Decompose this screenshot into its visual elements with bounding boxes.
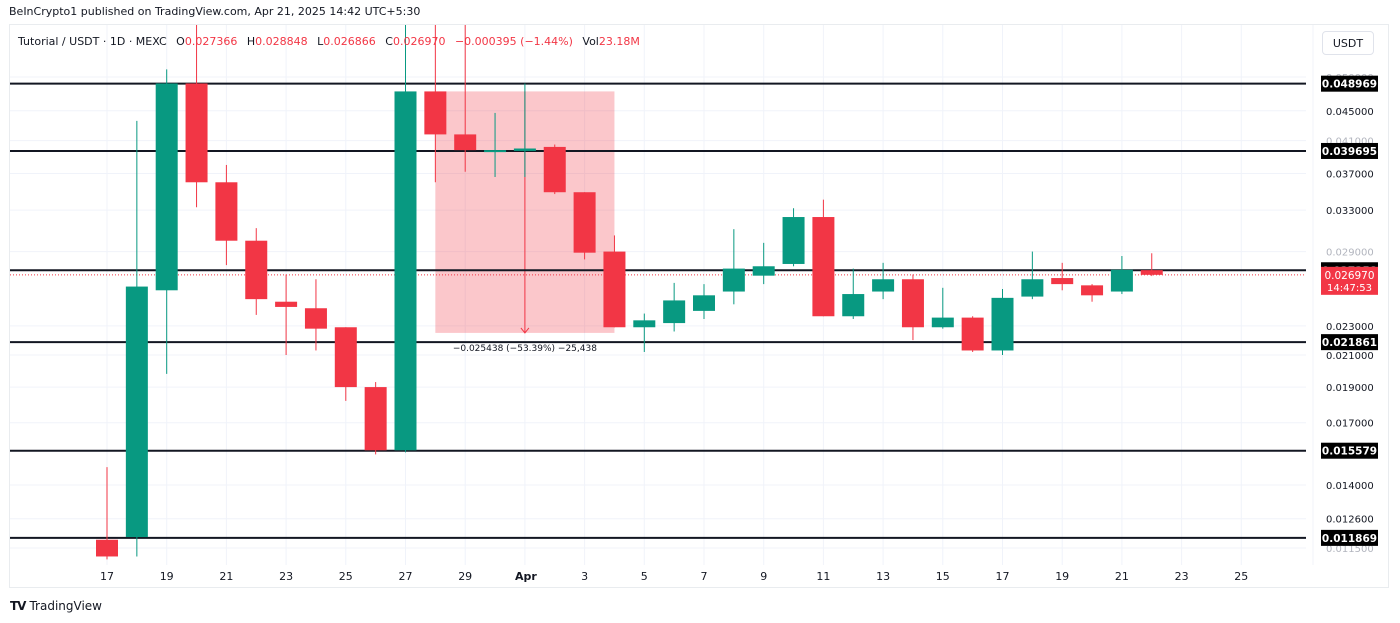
candle[interactable] bbox=[663, 282, 686, 332]
candle[interactable] bbox=[782, 208, 805, 267]
low-value: 0.026866 bbox=[323, 35, 376, 48]
candle[interactable] bbox=[603, 235, 626, 328]
x-axis-tick: 11 bbox=[816, 570, 830, 583]
x-axis-tick: 5 bbox=[641, 570, 648, 583]
candle[interactable] bbox=[573, 192, 596, 260]
x-axis-tick: 21 bbox=[1115, 570, 1129, 583]
y-axis-tick: 0.023000 bbox=[1326, 322, 1374, 333]
candle[interactable] bbox=[245, 228, 268, 315]
x-axis-tick: 17 bbox=[996, 570, 1010, 583]
candle[interactable] bbox=[364, 382, 387, 455]
svg-text:0.015579: 0.015579 bbox=[1322, 446, 1377, 458]
candle[interactable] bbox=[484, 112, 507, 177]
close-value: 0.026970 bbox=[392, 35, 446, 48]
x-axis-tick: 27 bbox=[399, 570, 413, 583]
x-axis-tick: 15 bbox=[936, 570, 950, 583]
x-axis-tick: 23 bbox=[279, 570, 293, 583]
candle[interactable] bbox=[215, 164, 238, 266]
candle[interactable] bbox=[275, 274, 298, 356]
high-value: 0.028848 bbox=[255, 35, 308, 48]
y-axis-tick: 0.041000 bbox=[1326, 137, 1374, 148]
y-axis-tick: 0.012600 bbox=[1326, 515, 1374, 526]
candle[interactable] bbox=[693, 284, 715, 319]
candle[interactable] bbox=[752, 242, 775, 285]
y-axis-tick: 0.021000 bbox=[1326, 351, 1374, 362]
candle[interactable] bbox=[812, 199, 835, 317]
volume-value: 23.18M bbox=[598, 35, 640, 48]
x-axis-tick: 21 bbox=[219, 570, 233, 583]
candle[interactable] bbox=[155, 69, 178, 374]
candle[interactable] bbox=[1051, 262, 1074, 291]
y-axis-tick: 0.014000 bbox=[1326, 481, 1374, 492]
x-axis-tick: 19 bbox=[1055, 570, 1069, 583]
x-axis-tick: 3 bbox=[581, 570, 588, 583]
candle[interactable] bbox=[633, 313, 656, 352]
level-price-tag bbox=[1321, 142, 1378, 159]
y-axis-tick: 0.045000 bbox=[1326, 107, 1374, 118]
x-axis-tick: 7 bbox=[701, 570, 708, 583]
candle[interactable] bbox=[185, 19, 208, 208]
candle[interactable] bbox=[543, 144, 566, 195]
level-price-tag bbox=[1321, 75, 1378, 92]
x-axis-tick: 19 bbox=[160, 570, 174, 583]
chart-frame bbox=[9, 24, 1389, 588]
tradingview-logo-icon: TV bbox=[10, 599, 27, 613]
candle[interactable] bbox=[901, 274, 924, 341]
last-price-tag bbox=[1321, 266, 1378, 295]
candle[interactable] bbox=[872, 262, 895, 300]
candle[interactable] bbox=[454, 19, 477, 172]
x-axis-tick: 13 bbox=[876, 570, 890, 583]
candle[interactable] bbox=[1081, 284, 1104, 302]
y-axis-tick: 0.037000 bbox=[1326, 169, 1374, 180]
level-price-tag bbox=[1321, 529, 1378, 546]
candle[interactable] bbox=[1140, 253, 1163, 277]
x-axis-tick: 25 bbox=[1234, 570, 1248, 583]
x-axis-tick: 9 bbox=[760, 570, 767, 583]
candle[interactable] bbox=[931, 287, 954, 329]
countdown-timer: 14:47:53 bbox=[1327, 283, 1372, 294]
arrow-down-icon bbox=[520, 327, 530, 334]
ohlc-legend: Tutorial / USDT · 1D · MEXC O0.027366 H0… bbox=[18, 35, 640, 48]
symbol-label[interactable]: Tutorial / USDT · 1D · MEXC bbox=[18, 35, 167, 48]
svg-text:0.039695: 0.039695 bbox=[1322, 146, 1377, 158]
y-axis-tick: 0.029000 bbox=[1326, 248, 1374, 259]
x-axis-tick: 17 bbox=[100, 570, 114, 583]
y-axis-tick: 0.017000 bbox=[1326, 419, 1374, 430]
candle[interactable] bbox=[961, 316, 984, 352]
x-axis-tick: 23 bbox=[1175, 570, 1189, 583]
candle[interactable] bbox=[1110, 256, 1133, 295]
y-axis-tick: 0.019000 bbox=[1326, 383, 1374, 394]
currency-button[interactable]: USDT bbox=[1322, 31, 1374, 55]
candle[interactable] bbox=[96, 467, 118, 560]
x-axis-tick: Apr bbox=[515, 570, 537, 583]
change-value: −0.000395 (−1.44%) bbox=[454, 35, 573, 48]
candle[interactable] bbox=[334, 327, 357, 401]
candle[interactable] bbox=[513, 83, 536, 177]
tradingview-logo-text: TradingView bbox=[29, 599, 102, 613]
level-price-tag bbox=[1321, 334, 1378, 351]
candle[interactable] bbox=[394, 19, 417, 453]
candle[interactable] bbox=[991, 289, 1014, 356]
x-axis-tick: 25 bbox=[339, 570, 353, 583]
candle[interactable] bbox=[1021, 251, 1044, 300]
x-axis-tick: 29 bbox=[458, 570, 472, 583]
publisher-caption: BeInCrypto1 published on TradingView.com… bbox=[9, 5, 421, 18]
tradingview-logo[interactable]: TV TradingView bbox=[10, 599, 102, 613]
candle[interactable] bbox=[722, 229, 745, 305]
svg-text:0.026970: 0.026970 bbox=[1324, 270, 1374, 282]
plot-area[interactable] bbox=[10, 19, 1316, 565]
svg-text:0.021861: 0.021861 bbox=[1322, 337, 1377, 349]
svg-text:0.048969: 0.048969 bbox=[1322, 79, 1377, 91]
candle[interactable] bbox=[424, 19, 447, 183]
candle[interactable] bbox=[304, 279, 327, 351]
candle[interactable] bbox=[842, 268, 865, 319]
y-axis-tick: 0.033000 bbox=[1326, 206, 1374, 217]
candle[interactable] bbox=[125, 120, 148, 557]
level-price-tag bbox=[1321, 442, 1378, 459]
y-axis-tick: 0.011500 bbox=[1326, 544, 1374, 555]
svg-text:0.011869: 0.011869 bbox=[1322, 533, 1377, 545]
measure-label: −0.025438 (−53.39%) −25,438 bbox=[453, 344, 597, 354]
open-value: 0.027366 bbox=[184, 35, 238, 48]
